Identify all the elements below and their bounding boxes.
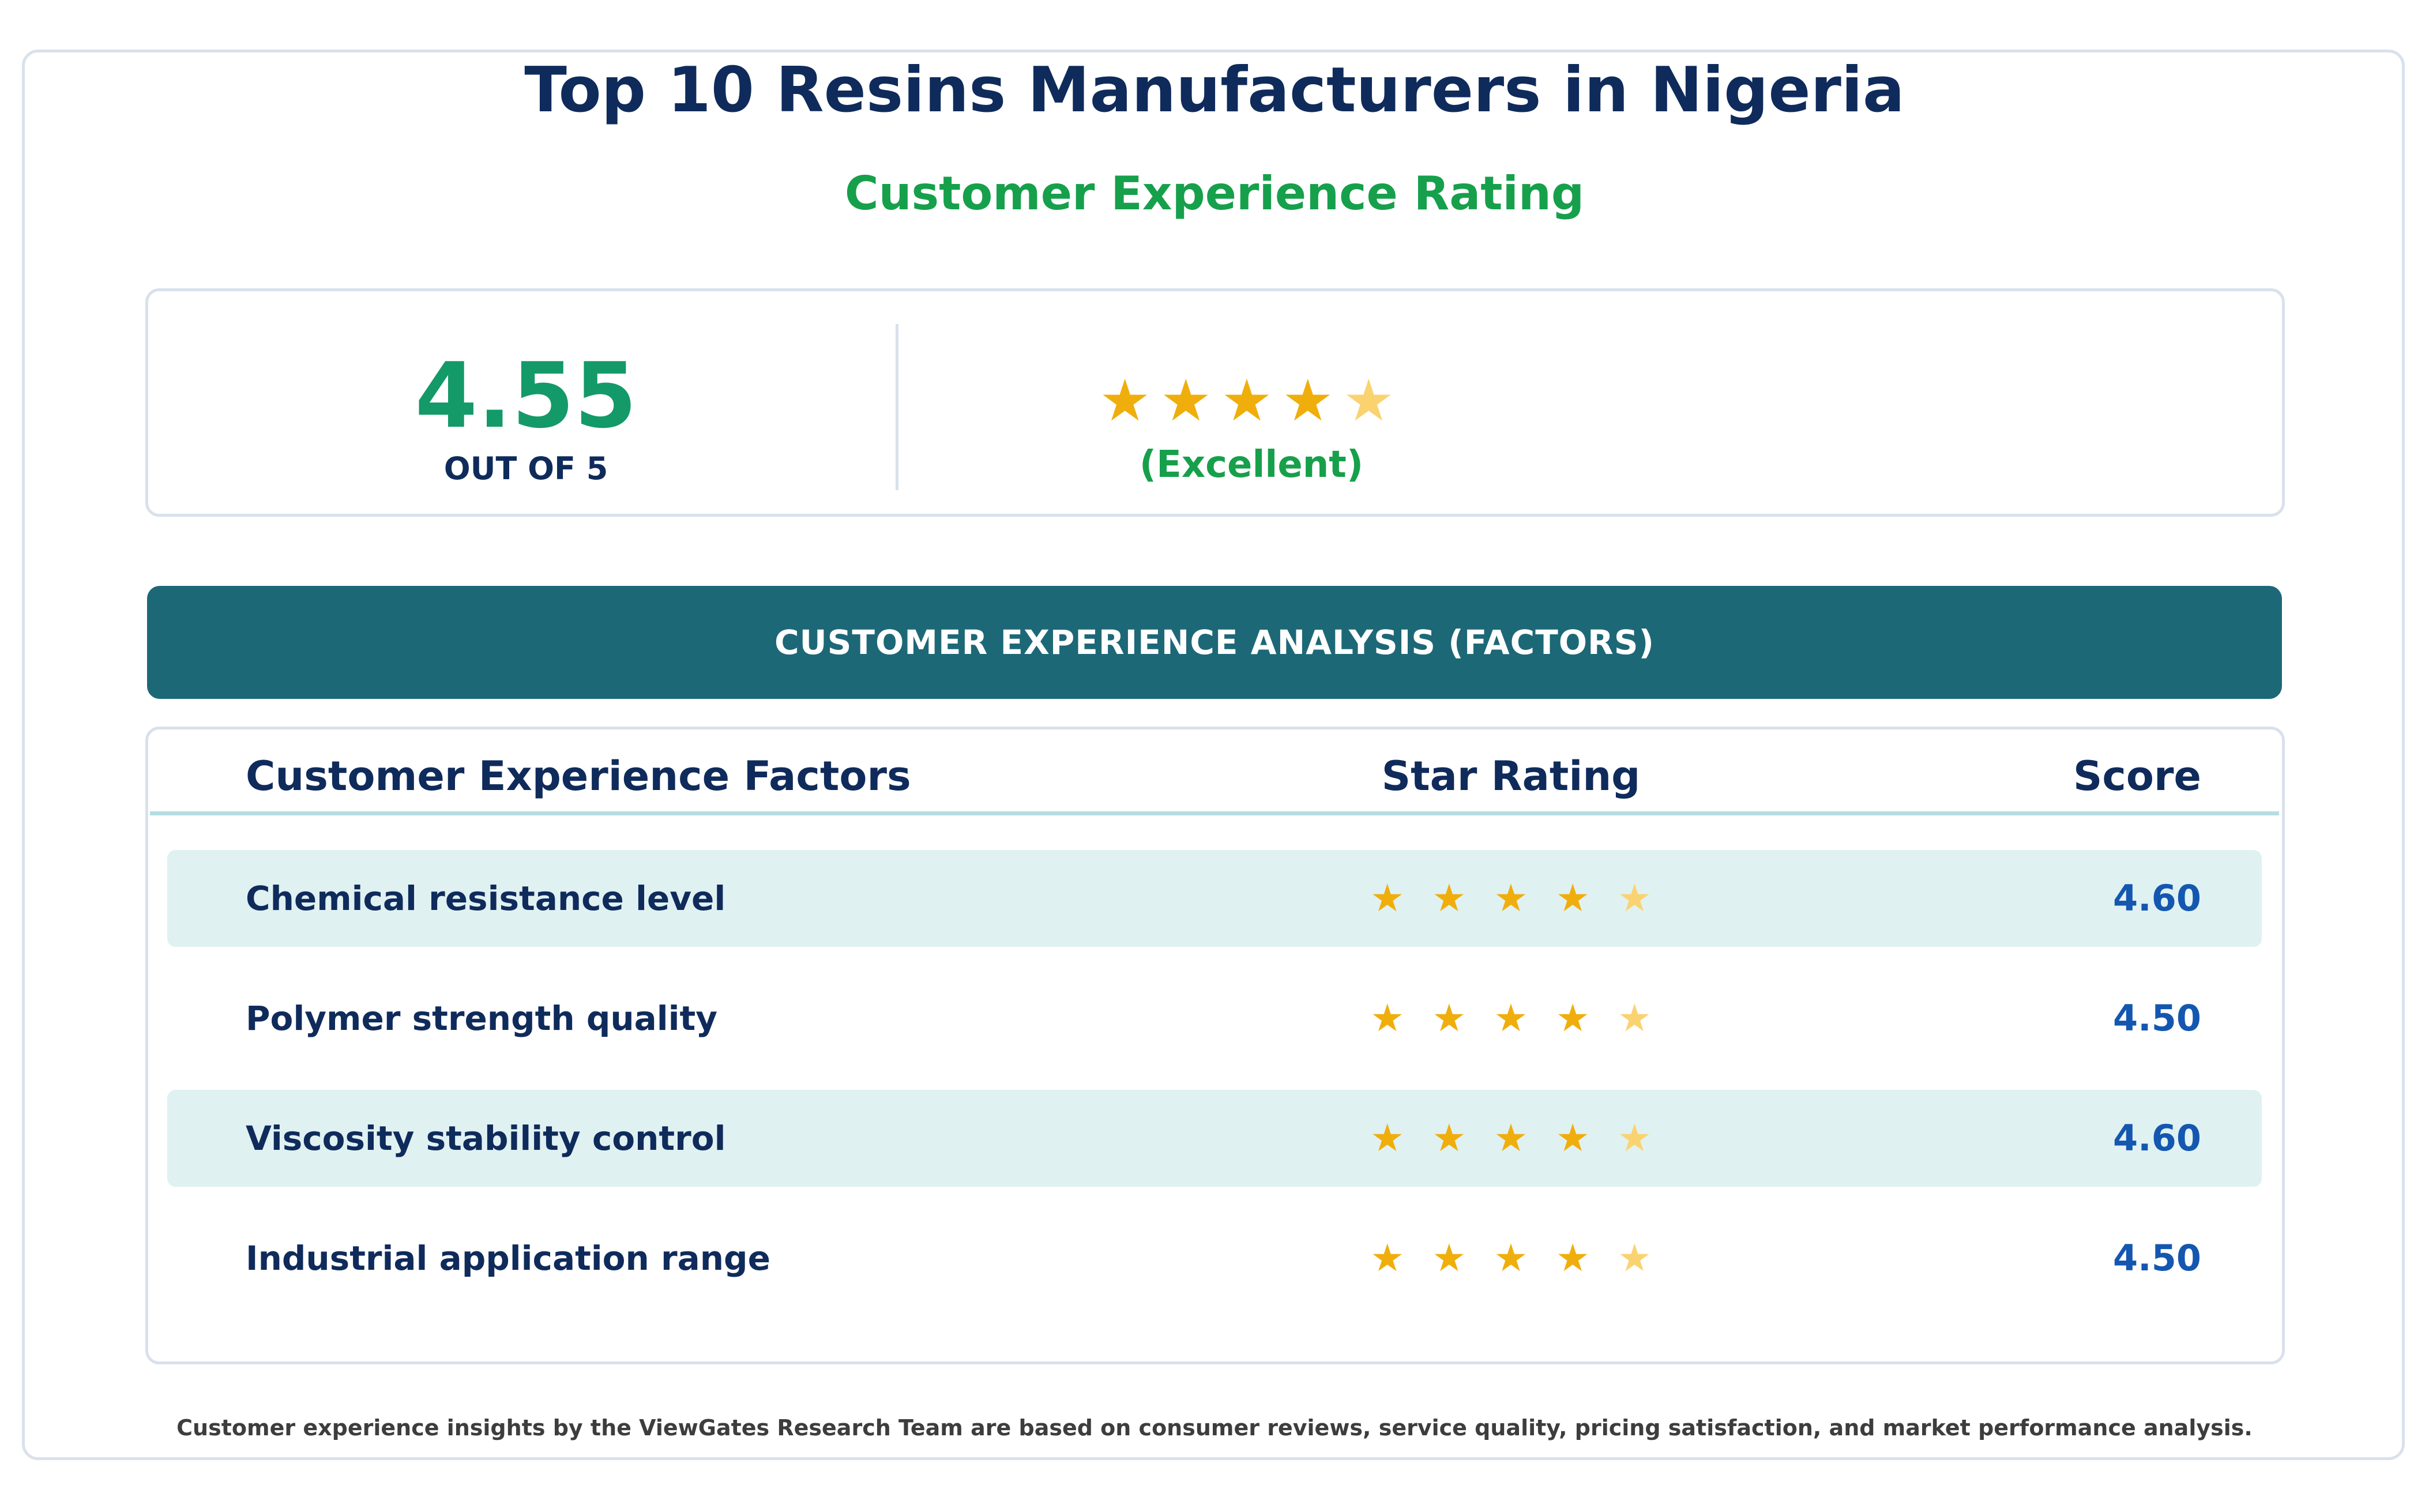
factor-star-rating: ★★★★★	[1332, 850, 1690, 947]
factor-label: Polymer strength quality	[246, 999, 718, 1038]
report-frame	[22, 50, 2405, 1460]
star-icon: ★	[1432, 876, 1494, 920]
star-icon: ★	[1432, 996, 1494, 1040]
table-row: Chemical resistance level ★★★★★ 4.60	[167, 850, 2262, 947]
factors-table-card	[145, 727, 2285, 1364]
star-icon: ★	[1494, 996, 1556, 1040]
star-icon: ★	[1370, 876, 1432, 920]
star-icon: ★	[1555, 1116, 1618, 1160]
star-icon: ★	[1494, 1236, 1556, 1280]
star-icon: ★	[1160, 367, 1221, 434]
star-icon: ★	[1221, 367, 1282, 434]
column-header-star-rating: Star Rating	[1381, 753, 1641, 800]
column-header-factors: Customer Experience Factors	[246, 753, 911, 800]
star-icon: ★	[1494, 876, 1556, 920]
column-header-score: Score	[2073, 753, 2201, 800]
star-partial-icon: ★	[1617, 1236, 1679, 1280]
table-row: Viscosity stability control ★★★★★ 4.60	[167, 1090, 2262, 1187]
factor-label: Viscosity stability control	[246, 1119, 726, 1158]
star-icon: ★	[1281, 367, 1343, 434]
star-icon: ★	[1432, 1236, 1494, 1280]
factor-score: 4.50	[2113, 1237, 2201, 1279]
star-icon: ★	[1494, 1116, 1556, 1160]
factor-star-rating: ★★★★★	[1332, 1210, 1690, 1307]
overall-rating-card	[145, 288, 2285, 517]
table-row: Polymer strength quality ★★★★★ 4.50	[167, 970, 2262, 1067]
star-icon: ★	[1432, 1116, 1494, 1160]
factor-label: Chemical resistance level	[246, 879, 726, 918]
page-subtitle: Customer Experience Rating	[844, 167, 1585, 220]
factor-score: 4.50	[2113, 997, 2201, 1039]
page-title: Top 10 Resins Manufacturers in Nigeria	[524, 54, 1905, 126]
table-header-rule	[150, 811, 2279, 815]
overall-score-scale: OUT OF 5	[443, 450, 608, 487]
overall-stars-block: ★★★★★ (Excellent)	[1073, 358, 1430, 488]
overall-score: 4.55	[415, 343, 637, 448]
star-icon: ★	[1370, 1236, 1432, 1280]
star-icon: ★	[1555, 1236, 1618, 1280]
star-icon: ★	[1370, 1116, 1432, 1160]
footer-note: Customer experience insights by the View…	[176, 1415, 2253, 1440]
overall-score-block: 4.55 OUT OF 5	[145, 344, 907, 489]
factor-star-rating: ★★★★★	[1332, 970, 1690, 1067]
table-row: Industrial application range ★★★★★ 4.50	[167, 1210, 2262, 1307]
summary-divider	[896, 324, 898, 490]
factor-label: Industrial application range	[246, 1239, 770, 1278]
star-icon: ★	[1555, 876, 1618, 920]
star-partial-icon: ★	[1617, 996, 1679, 1040]
star-icon: ★	[1370, 996, 1432, 1040]
factor-star-rating: ★★★★★	[1332, 1090, 1690, 1187]
factor-score: 4.60	[2113, 877, 2201, 919]
star-partial-icon: ★	[1343, 367, 1404, 434]
factor-score: 4.60	[2113, 1117, 2201, 1159]
star-partial-icon: ★	[1617, 876, 1679, 920]
analysis-banner: CUSTOMER EXPERIENCE ANALYSIS (FACTORS)	[147, 586, 2282, 699]
star-icon: ★	[1099, 367, 1160, 434]
star-partial-icon: ★	[1617, 1116, 1679, 1160]
overall-rating-label: (Excellent)	[1139, 443, 1364, 486]
overall-star-rating: ★★★★★	[1073, 358, 1430, 444]
star-icon: ★	[1555, 996, 1618, 1040]
